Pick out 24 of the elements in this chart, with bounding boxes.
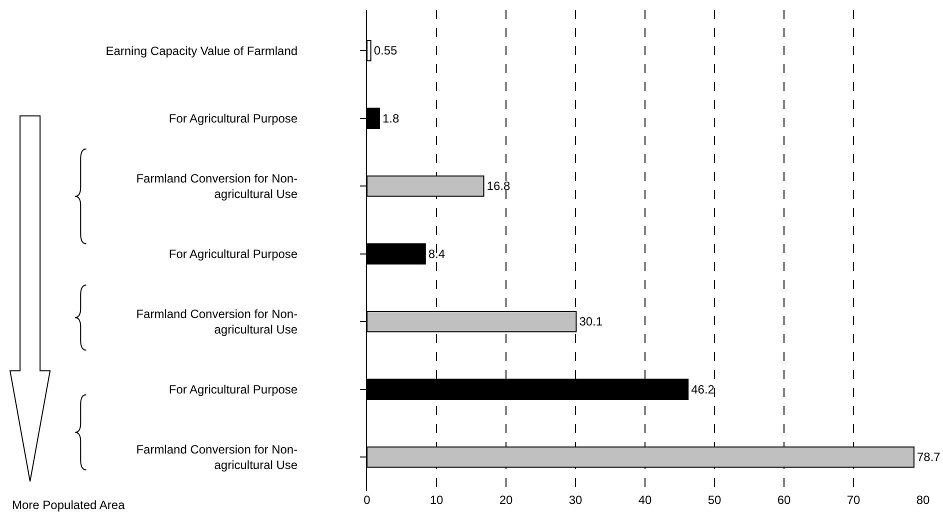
x-tick-label: 60 [777,493,791,507]
x-tick-label: 20 [499,493,513,507]
data-label: 0.55 [374,44,398,58]
data-label: 8.4 [428,246,446,261]
x-tick-label: 30 [568,493,582,507]
data-label: 46.2 [691,382,715,396]
x-tick-label: 50 [708,493,722,507]
data-label: 1.8 [382,111,400,126]
x-tick-label: 0 [364,493,371,507]
text: More Populated Area [12,498,126,512]
y-tick-label: For Agricultural Purpose [168,112,298,126]
x-tick-label: 80 [916,493,930,507]
data-label: 16.8 [486,179,510,194]
x-tick-label: 40 [638,493,652,507]
x-tick-label: 70 [846,493,860,507]
data-label: 30.1 [579,314,603,329]
y-tick-label: For Agricultural Purpose [168,247,298,262]
data-label: 78.7 [916,450,941,464]
y-tick-label: Farmland Conversion for Non-agricultural Use [136,172,298,202]
y-tick-label: Farmland Conversion for Non-agricultural Use [136,307,298,337]
x-tick-label: 10 [430,493,444,507]
y-tick-label: Farmland Conversion for Non-agricultural Use [136,442,298,472]
y-tick-label: For Agricultural Purpose [168,382,298,397]
y-tick-label: Earning Capacity Value of Farmland [106,44,298,58]
